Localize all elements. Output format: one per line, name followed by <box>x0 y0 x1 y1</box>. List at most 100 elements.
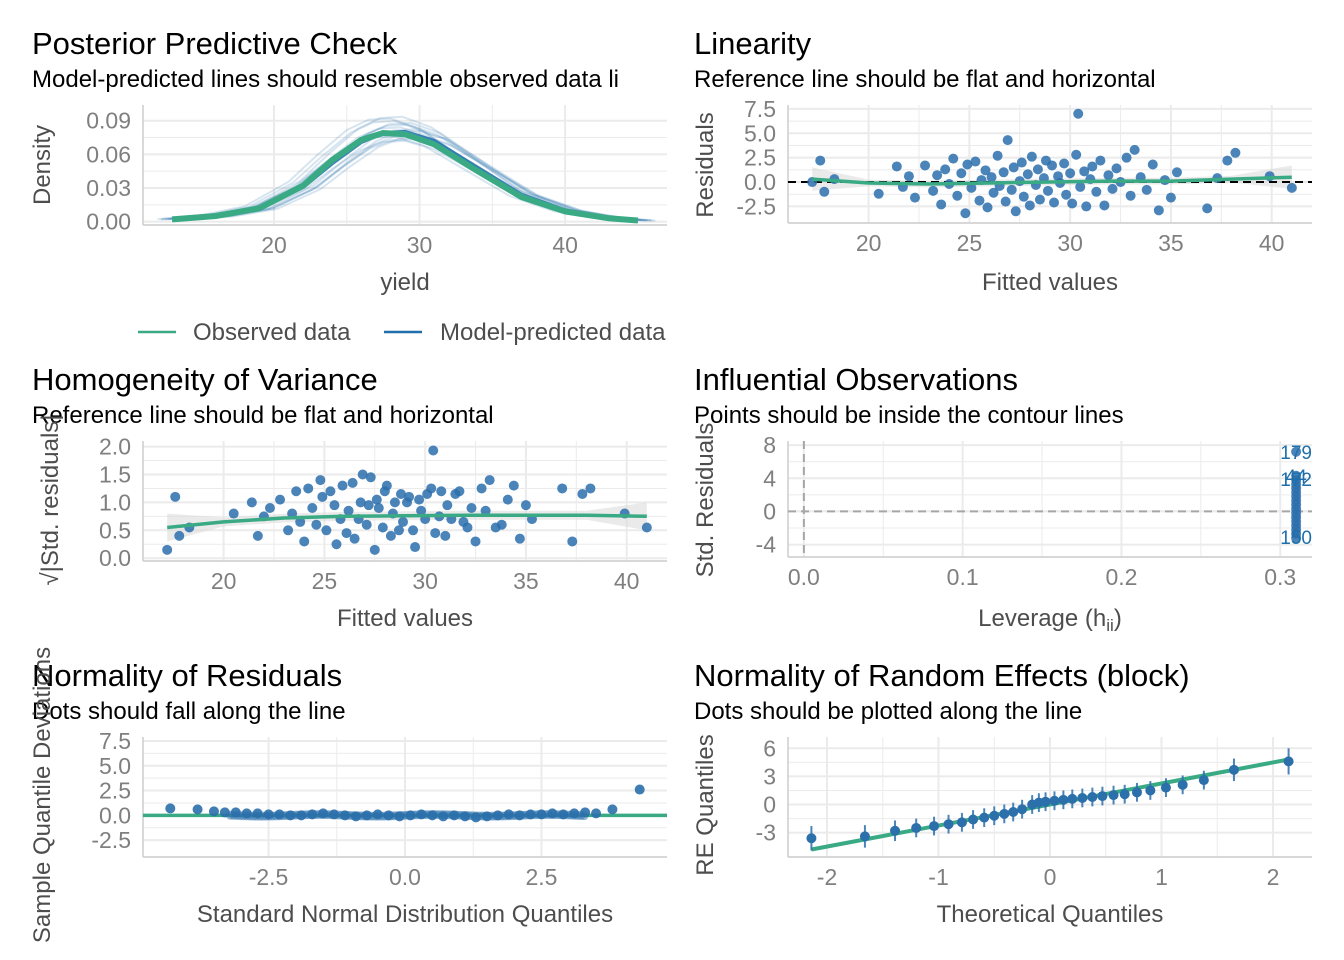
data-point <box>1016 157 1027 168</box>
x-tick-label: 40 <box>552 232 578 258</box>
x-tick-label: 2 <box>1267 864 1280 890</box>
data-point <box>484 475 495 486</box>
data-point <box>1107 183 1118 194</box>
data-point <box>440 530 451 541</box>
data-point <box>436 486 447 497</box>
data-point <box>1073 108 1084 119</box>
data-point <box>998 167 1009 178</box>
x-tick-label: 30 <box>1057 230 1083 256</box>
point-label: 44 <box>1286 467 1308 488</box>
y-tick-label: 0 <box>763 792 776 818</box>
data-point <box>428 445 439 456</box>
y-tick-label: 0.06 <box>86 141 131 167</box>
y-axis-label: √|Std. residuals| <box>37 414 64 585</box>
data-point <box>956 168 967 179</box>
data-point <box>208 806 219 817</box>
y-tick-label: -4 <box>756 532 777 558</box>
data-point <box>1059 158 1070 169</box>
x-tick-label: 40 <box>1259 230 1285 256</box>
y-tick-label: 0.0 <box>744 169 776 195</box>
data-point <box>311 519 322 530</box>
data-point <box>502 494 513 505</box>
y-tick-label: 5.0 <box>99 753 131 779</box>
data-point <box>162 544 173 555</box>
data-point <box>395 489 406 500</box>
x-tick-label: -1 <box>928 864 948 890</box>
data-point <box>404 491 415 502</box>
data-point <box>1022 169 1033 180</box>
data-point <box>329 500 340 511</box>
data-point <box>520 500 531 511</box>
y-tick-label: 1.5 <box>99 461 131 487</box>
data-point <box>1111 163 1122 174</box>
x-tick-label: 0.1 <box>947 564 979 590</box>
data-point <box>577 489 588 500</box>
data-point <box>956 817 967 828</box>
x-tick-label: 2.5 <box>525 864 557 890</box>
data-point <box>1008 162 1019 173</box>
data-point <box>1061 189 1072 200</box>
data-point <box>416 505 427 516</box>
panel-posterior-predictive-check: Posterior Predictive Check Model-predict… <box>29 26 667 346</box>
x-tick-label: 20 <box>211 568 237 594</box>
data-point <box>410 542 421 553</box>
data-point <box>992 150 1003 161</box>
data-point <box>275 494 286 505</box>
panel-normality-of-residuals: Normality of Residuals Dots should fall … <box>29 647 667 943</box>
data-point <box>1103 170 1114 181</box>
data-point <box>349 533 360 544</box>
predicted-draw-line <box>182 128 649 222</box>
plot-area: 20 25 30 35 40 -2.50.02.55.07.5 <box>736 96 1312 256</box>
x-tick-label: 20 <box>856 230 882 256</box>
data-point <box>299 536 310 547</box>
y-axis-label: RE Quantiles <box>692 734 719 875</box>
data-point <box>1230 147 1241 158</box>
y-tick-label: 1.0 <box>99 489 131 515</box>
data-point <box>361 519 372 530</box>
data-point <box>1017 804 1028 815</box>
data-point <box>579 811 589 821</box>
data-point <box>1040 796 1051 807</box>
data-point <box>337 480 348 491</box>
data-point <box>1002 135 1013 146</box>
data-point <box>890 825 901 836</box>
data-point <box>591 808 602 819</box>
data-point <box>315 475 326 486</box>
x-tick-label: 20 <box>261 232 287 258</box>
data-point <box>321 525 332 536</box>
data-point <box>1291 446 1302 457</box>
data-point <box>1121 152 1132 163</box>
y-tick-label: 2.5 <box>99 778 131 804</box>
point-label: 179 <box>1280 443 1312 464</box>
y-tick-label: 0.00 <box>86 209 131 235</box>
data-point <box>932 170 943 181</box>
data-point <box>1286 182 1297 193</box>
data-point <box>1034 194 1045 205</box>
data-point <box>1283 756 1294 767</box>
y-tick-label: 0.03 <box>86 175 131 201</box>
y-axis-label: Density <box>29 125 56 205</box>
legend-label-predicted: Model-predicted data <box>440 319 666 346</box>
data-point <box>496 519 507 530</box>
data-point <box>295 516 306 527</box>
x-tick-label: 40 <box>614 568 640 594</box>
data-point <box>585 483 596 494</box>
data-point <box>948 153 959 164</box>
x-axis-label: Theoretical Quantiles <box>937 901 1164 928</box>
data-point <box>928 185 939 196</box>
point-label: 150 <box>1280 528 1312 549</box>
panel-title: Linearity <box>694 26 812 61</box>
panel-linearity: Linearity Reference line should be flat … <box>692 26 1312 296</box>
y-axis-label: Std. Residuals <box>692 423 719 578</box>
data-point <box>1049 197 1060 208</box>
data-point <box>1165 192 1176 203</box>
data-point <box>1067 793 1078 804</box>
data-point <box>252 530 263 541</box>
y-tick-label: 0.5 <box>99 517 131 543</box>
loess-fit-line <box>812 175 1292 186</box>
data-point <box>806 833 817 844</box>
data-point <box>408 525 419 536</box>
data-point <box>1145 785 1156 796</box>
x-tick-label: 0 <box>1044 864 1057 890</box>
